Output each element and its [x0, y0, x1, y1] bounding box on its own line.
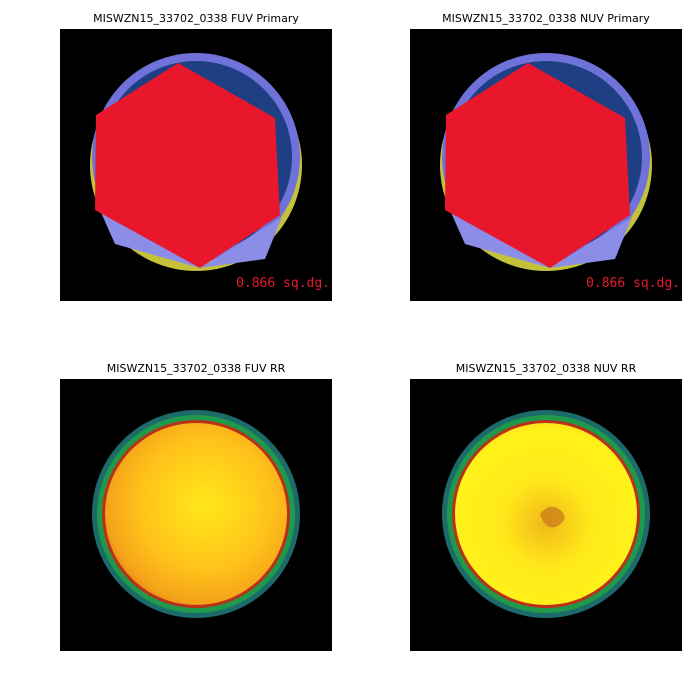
coverage-map	[60, 29, 332, 301]
panel	[60, 379, 332, 651]
panel	[410, 379, 682, 651]
area-label: 0.866 sq.dg.	[586, 276, 680, 291]
panel-title: MISWZN15_33702_0338 FUV Primary	[93, 12, 299, 25]
panel-title: MISWZN15_33702_0338 FUV RR	[107, 362, 286, 375]
panel	[60, 29, 332, 301]
response-disk	[105, 423, 287, 605]
panel-title: MISWZN15_33702_0338 NUV RR	[456, 362, 637, 375]
coverage-map	[410, 29, 682, 301]
area-label: 0.866 sq.dg.	[236, 276, 330, 291]
panel-title: MISWZN15_33702_0338 NUV Primary	[442, 12, 650, 25]
artifact	[540, 506, 565, 528]
panel	[410, 29, 682, 301]
